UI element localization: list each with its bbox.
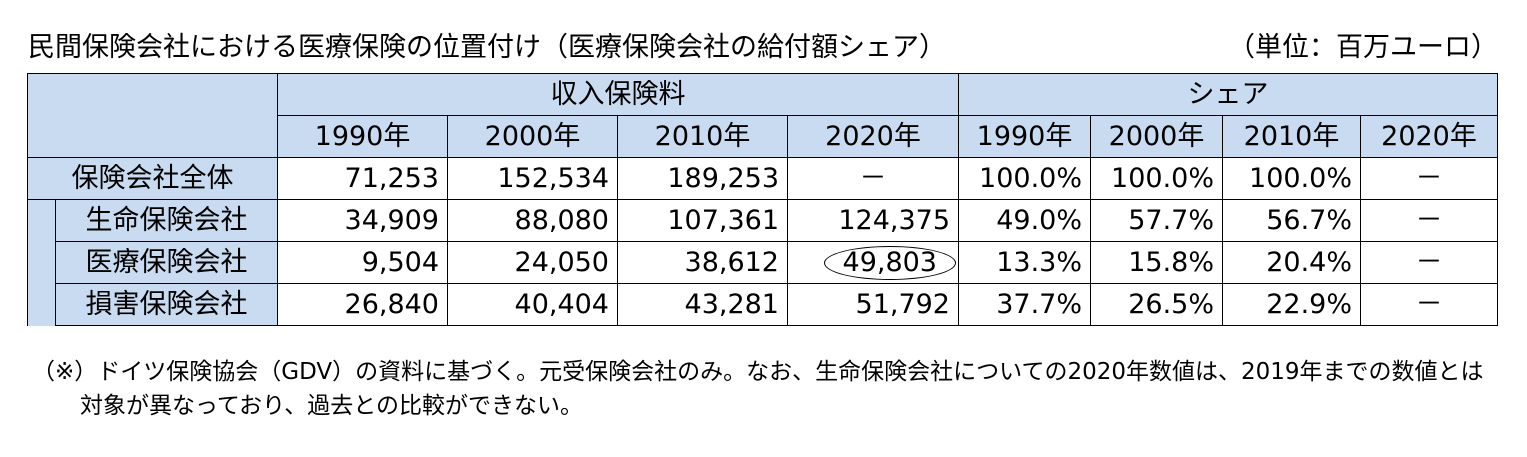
table-row: 保険会社全体 71,253 152,534 189,253 － 100.0% 1… (27, 157, 1498, 200)
premium-cell: 34,909 (277, 199, 448, 242)
premium-cell: 71,253 (277, 157, 448, 200)
footnote-line-1: （※）ドイツ保険協会（GDV）の資料に基づく。元受保険会社のみ。なお、生命保険会… (32, 359, 1484, 385)
table-row: 損害保険会社 26,840 40,404 43,281 51,792 37.7%… (28, 283, 1498, 326)
footnote: （※）ドイツ保険協会（GDV）の資料に基づく。元受保険会社のみ。なお、生命保険会… (32, 355, 1492, 423)
share-year-header: 1990年 (958, 115, 1091, 158)
premium-cell: 9,504 (277, 241, 448, 284)
title-text: 民間保険会社における医療保険の位置付け（医療保険会社の給付額シェア） (28, 32, 946, 63)
table-row: 生命保険会社 34,909 88,080 107,361 124,375 49.… (27, 199, 1498, 326)
premium-cell: 124,375 (787, 199, 959, 242)
share-cell: 37.7% (958, 283, 1091, 326)
share-year-header: 2020年 (1360, 115, 1498, 158)
share-group-header: シェア (958, 73, 1498, 116)
highlight-ellipse: 49,803 (823, 246, 956, 280)
premium-cell: 24,050 (447, 241, 618, 284)
row-label-health: 医療保険会社 (55, 241, 278, 284)
row-label-life: 生命保険会社 (55, 199, 278, 242)
premiums-year-header: 1990年 (277, 115, 448, 158)
share-cell: 100.0% (958, 157, 1091, 200)
indent-spacer (27, 199, 56, 326)
share-year-header: 2010年 (1222, 115, 1361, 158)
share-cell: － (1360, 157, 1498, 200)
premium-cell: 38,612 (617, 241, 788, 284)
share-cell: 49.0% (958, 199, 1091, 242)
premium-cell: 51,792 (787, 283, 959, 326)
share-cell: 22.9% (1222, 283, 1361, 326)
share-year-header: 2000年 (1090, 115, 1223, 158)
premium-cell-highlighted: 49,803 (787, 241, 959, 284)
premium-cell: 189,253 (617, 157, 788, 200)
premiums-year-header: 2010年 (617, 115, 788, 158)
premiums-group-header: 収入保険料 (277, 73, 959, 116)
share-cell: 100.0% (1090, 157, 1223, 200)
share-cell: 26.5% (1090, 283, 1223, 326)
premium-cell: 26,840 (277, 283, 448, 326)
premium-cell: 88,080 (447, 199, 618, 242)
premiums-year-header: 2020年 (787, 115, 959, 158)
premiums-year-header: 2000年 (447, 115, 618, 158)
row-label-total: 保険会社全体 (27, 157, 278, 200)
premium-cell: 152,534 (447, 157, 618, 200)
unit-label: （単位：百万ユーロ） (1228, 32, 1498, 63)
corner-header (27, 73, 278, 158)
share-cell: 13.3% (958, 241, 1091, 284)
footnote-line-2: 対象が異なっており、過去との比較ができない。 (80, 393, 584, 419)
share-cell: 56.7% (1222, 199, 1361, 242)
page-title: 民間保険会社における医療保険の位置付け（医療保険会社の給付額シェア） （単位：百… (28, 28, 1498, 68)
premium-cell: 43,281 (617, 283, 788, 326)
share-cell: － (1360, 283, 1498, 326)
data-table: 収入保険料 シェア 1990年 2000年 2010年 2020年 1990年 … (27, 73, 1498, 326)
row-label-nonlife: 損害保険会社 (55, 283, 278, 326)
share-cell: 57.7% (1090, 199, 1223, 242)
share-cell: － (1360, 199, 1498, 242)
share-cell: 20.4% (1222, 241, 1361, 284)
share-cell: 15.8% (1090, 241, 1223, 284)
table-row: 医療保険会社 9,504 24,050 38,612 49,803 13.3% … (28, 241, 1498, 284)
premium-cell: 40,404 (447, 283, 618, 326)
share-cell: － (1360, 241, 1498, 284)
premium-cell: － (787, 157, 959, 200)
share-cell: 100.0% (1222, 157, 1361, 200)
premium-cell: 107,361 (617, 199, 788, 242)
